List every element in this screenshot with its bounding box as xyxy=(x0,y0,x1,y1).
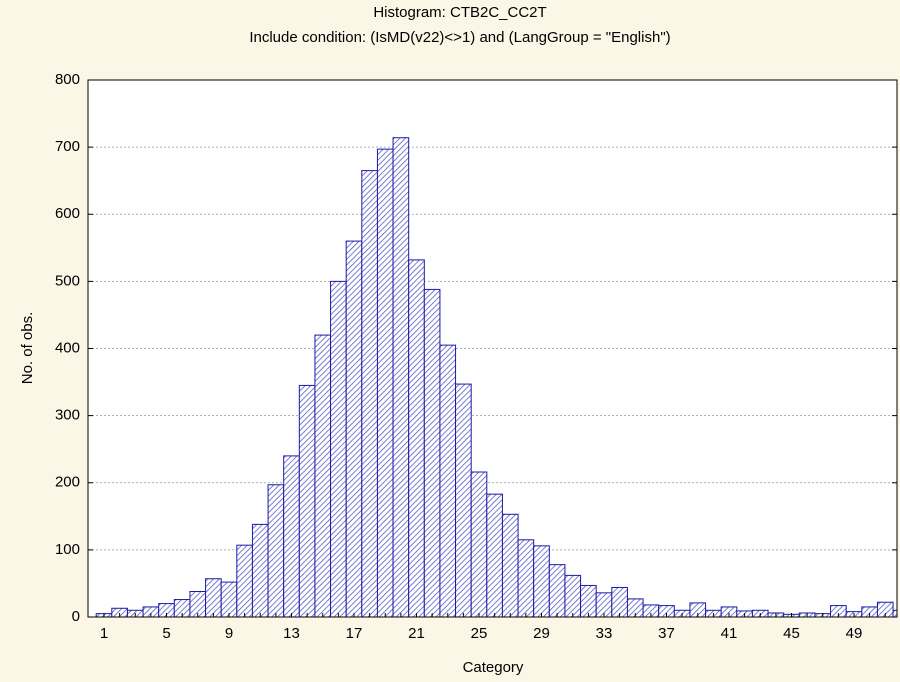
bar xyxy=(564,574,582,617)
bar xyxy=(892,609,897,617)
chart-subtitle: Include condition: (IsMD(v22)<>1) and (L… xyxy=(249,29,670,46)
y-tick-label: 400 xyxy=(55,339,80,356)
bar xyxy=(486,493,503,617)
plot-frame xyxy=(87,79,898,618)
x-tick-label: 41 xyxy=(721,625,738,642)
x-tick-label: 17 xyxy=(346,625,363,642)
bar xyxy=(611,586,628,617)
y-tick-label: 0 xyxy=(72,608,80,625)
bar xyxy=(423,288,441,617)
bar xyxy=(361,170,378,617)
y-tick-label: 500 xyxy=(55,272,80,289)
bar xyxy=(298,384,316,617)
bar xyxy=(220,581,238,617)
y-tick-label: 300 xyxy=(55,407,80,424)
x-tick-label: 29 xyxy=(533,625,550,642)
bar xyxy=(330,280,347,617)
bar xyxy=(283,455,300,617)
x-tick-label: 37 xyxy=(658,625,675,642)
x-tick-label: 1 xyxy=(100,625,108,642)
bar xyxy=(501,513,519,617)
bar xyxy=(236,544,253,617)
bar xyxy=(251,523,269,617)
chart-title: Histogram: CTB2C_CC2T xyxy=(373,4,546,21)
bar xyxy=(455,383,472,617)
y-tick-label: 700 xyxy=(55,138,80,155)
bar xyxy=(314,334,332,617)
bar xyxy=(548,564,566,617)
bar xyxy=(470,471,488,617)
bar xyxy=(345,240,363,617)
bar xyxy=(439,344,457,617)
bar xyxy=(517,539,535,617)
x-tick-label: 33 xyxy=(596,625,613,642)
bar xyxy=(408,259,425,617)
y-tick-label: 100 xyxy=(55,541,80,558)
bar xyxy=(533,545,550,617)
bar xyxy=(580,584,597,617)
bar xyxy=(205,578,222,617)
x-tick-label: 5 xyxy=(162,625,170,642)
x-axis-label: Category xyxy=(463,659,524,676)
bar xyxy=(392,137,410,617)
x-tick-label: 25 xyxy=(471,625,488,642)
y-tick-label: 800 xyxy=(55,71,80,88)
x-tick-label: 21 xyxy=(408,625,425,642)
y-tick-label: 600 xyxy=(55,205,80,222)
x-tick-label: 9 xyxy=(225,625,233,642)
bar xyxy=(376,148,394,617)
y-tick-label: 200 xyxy=(55,474,80,491)
x-tick-label: 49 xyxy=(846,625,863,642)
bar xyxy=(267,484,285,617)
bars xyxy=(95,137,897,617)
y-axis-label: No. of obs. xyxy=(19,312,36,385)
x-tick-label: 13 xyxy=(283,625,300,642)
x-tick-label: 45 xyxy=(783,625,800,642)
